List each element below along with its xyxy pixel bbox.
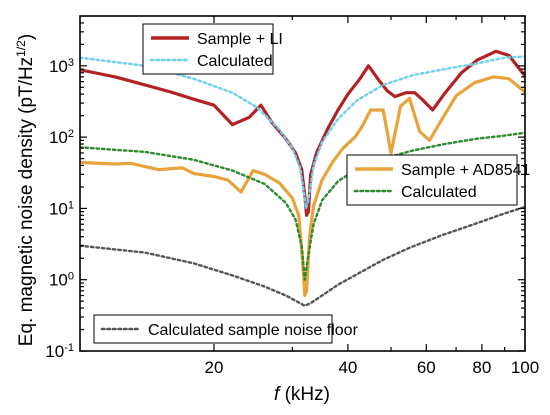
y-axis-title: Eq. magnetic noise density (pT/Hz1/2) — [14, 34, 37, 346]
x-tick-label: 40 — [338, 358, 357, 377]
y-tick-label: 103 — [49, 57, 74, 76]
x-tick-label: 20 — [204, 358, 223, 377]
y-axis-title-main: Eq. magnetic noise density (pT/Hz — [16, 57, 37, 346]
legend-label-sample-li: Sample + LI — [197, 31, 283, 48]
y-tick-label: 100 — [49, 271, 74, 290]
series-line-sample-ad8541-2 — [80, 75, 525, 298]
x-tick-label: 80 — [472, 358, 491, 377]
x-tick-label: 100 — [511, 358, 539, 377]
legend-label-calculated: Calculated — [197, 53, 273, 70]
legend-right-frame — [346, 154, 518, 206]
legend-top-frame — [142, 23, 274, 75]
series-line-calculated-sample-noise-floor-4 — [80, 205, 525, 307]
y-axis-title-sup: 1/2 — [14, 40, 28, 57]
y-tick-label: 101 — [49, 199, 74, 218]
legend-right: Sample + AD8541 Calculated — [346, 154, 531, 206]
legend-top: Sample + LI Calculated — [142, 23, 283, 75]
axes-frame — [79, 15, 526, 352]
series-line-calculated-1 — [80, 55, 525, 210]
y-axis-title-close: ) — [16, 34, 37, 40]
y-tick-label: 10-1 — [45, 342, 74, 361]
legend: Sample + LI Calculated Sample + AD8541 Calc… — [93, 23, 531, 344]
legend-label-sample-ad8541: Sample + AD8541 — [401, 162, 531, 179]
axis-labels: f (kHz) Eq. magnetic noise density (pT/H… — [14, 34, 330, 405]
y-tick-label: 102 — [49, 128, 74, 147]
legend-bottom-frame — [93, 314, 333, 344]
axes-border — [79, 15, 526, 352]
x-axis-title-var: f — [274, 384, 281, 405]
series-line-calculated-3 — [80, 131, 525, 281]
legend-bottom: Calculated sample noise floor — [93, 314, 359, 344]
x-axis-title: f (kHz) — [274, 384, 330, 405]
x-axis-title-unit: (kHz) — [279, 384, 330, 405]
legend-label-calculated-sample-noise-floor: Calculated sample noise floor — [148, 322, 359, 339]
ticks: 20 40 60 80 100 10-1 100 101 102 103 — [45, 15, 539, 377]
x-tick-label: 60 — [417, 358, 436, 377]
series-layer — [80, 49, 525, 307]
legend-label-calculated: Calculated — [401, 184, 477, 201]
